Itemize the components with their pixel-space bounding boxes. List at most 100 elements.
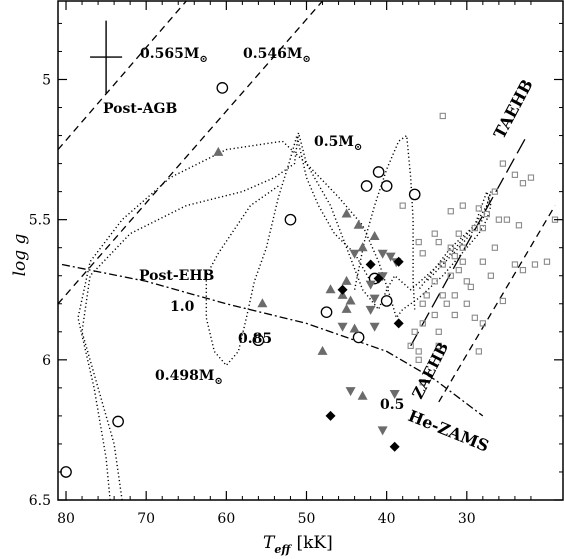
sun-symbol: ⊙ [354, 142, 362, 153]
point-open-square [459, 202, 466, 209]
point-triangle-up [213, 146, 224, 156]
point-triangle-up [357, 242, 368, 252]
sun-symbol: ⊙ [302, 54, 310, 65]
annotation-post-ehb: Post-EHB [139, 268, 215, 284]
point-diamond [393, 318, 404, 329]
point-open-circle [284, 213, 297, 226]
point-diamond [373, 273, 384, 284]
point-open-square [495, 216, 503, 223]
x-tick-label: 70 [137, 511, 155, 527]
curve-dashed [58, 1, 187, 151]
point-open-square [511, 261, 519, 268]
point-open-square [479, 258, 486, 265]
point-open-square [439, 261, 446, 268]
point-triangle-down [385, 252, 396, 262]
point-triangle-down [345, 387, 356, 397]
y-axis-title: log g [10, 233, 30, 276]
annotation-post-agb: Post-AGB [103, 101, 177, 117]
point-open-square [407, 342, 414, 349]
x-tick-label: 30 [458, 511, 476, 527]
points-layer [60, 82, 559, 478]
annotation-0546-text: 0.546M [243, 46, 302, 62]
point-triangle-up [341, 208, 352, 218]
point-open-square [459, 244, 466, 251]
point-open-square [447, 244, 454, 251]
point-open-square [423, 292, 430, 299]
point-triangle-up [353, 219, 364, 229]
point-triangle-down [369, 294, 380, 304]
annotation-0565: 0.565M⊙ [140, 46, 208, 65]
point-open-square [435, 328, 442, 335]
point-open-square [431, 311, 438, 319]
point-open-square [435, 238, 442, 246]
point-open-square [479, 320, 486, 327]
point-open-square [447, 208, 454, 215]
annotation-0498: 0.498M⊙ [155, 368, 223, 387]
point-open-square [463, 300, 470, 307]
point-open-square [459, 258, 466, 265]
x-tick-label: 50 [298, 511, 316, 527]
x-axis-title-main: T [263, 533, 276, 553]
x-axis-title-unit: [kK] [296, 533, 332, 553]
point-open-square [439, 112, 446, 120]
point-open-circle [360, 180, 373, 192]
annotation-taehb: TAEHB [490, 76, 537, 142]
point-open-square [419, 379, 426, 386]
point-diamond [389, 441, 400, 452]
curves-layer [58, 1, 556, 500]
point-open-square [471, 224, 478, 232]
point-open-square [415, 238, 422, 246]
point-open-square [451, 311, 458, 319]
point-open-square [467, 283, 474, 291]
point-open-square [475, 348, 482, 355]
point-open-square [475, 205, 482, 212]
x-tick-label: 80 [57, 511, 75, 527]
annotation-0498-text: 0.498M [155, 368, 214, 384]
point-open-square [511, 171, 519, 178]
point-open-square [499, 297, 507, 305]
point-open-square [491, 188, 499, 195]
point-open-circle [352, 331, 365, 344]
x-axis-title: Teff [kK] [263, 533, 333, 556]
point-triangle-down [365, 305, 376, 315]
point-triangle-down [369, 322, 380, 332]
point-open-circle [408, 188, 421, 201]
curve-longdash [410, 135, 528, 347]
point-triangle-up [349, 323, 360, 333]
curve-dashed [438, 205, 556, 403]
y-tick-label: 6 [42, 353, 51, 369]
point-open-square [435, 342, 442, 349]
point-open-circle [372, 166, 385, 178]
y-tick-label: 5 [42, 72, 51, 88]
point-open-square [483, 210, 490, 218]
point-triangle-up [357, 390, 368, 400]
sun-symbol: ⊙ [214, 376, 222, 387]
point-triangle-up [325, 284, 336, 294]
point-triangle-up [341, 275, 352, 285]
point-open-square [491, 244, 499, 251]
annotation-1-0: 1.0 [170, 299, 195, 315]
plot-frame [57, 0, 564, 501]
point-diamond [325, 410, 336, 421]
annotation-05m: 0.5M⊙ [314, 134, 362, 153]
point-open-square [439, 292, 446, 299]
curve-dotted [77, 140, 492, 500]
sun-symbol: ⊙ [199, 54, 207, 65]
point-diamond [365, 259, 376, 270]
annotation-he-zams: He-ZAMS [406, 406, 492, 456]
annotation-05m-text: 0.5M [314, 134, 354, 150]
point-open-square [479, 224, 486, 232]
point-open-circle [216, 82, 229, 94]
point-open-square [451, 292, 458, 299]
point-open-circle [112, 415, 124, 428]
point-open-square [455, 266, 462, 274]
point-open-square [419, 250, 426, 257]
point-open-circle [380, 295, 393, 307]
point-open-square [411, 328, 418, 335]
point-open-circle [252, 334, 265, 347]
point-open-square [527, 174, 535, 181]
point-open-circle [320, 306, 333, 319]
x-tick-label: 40 [378, 511, 396, 527]
point-triangle-up [257, 298, 268, 308]
